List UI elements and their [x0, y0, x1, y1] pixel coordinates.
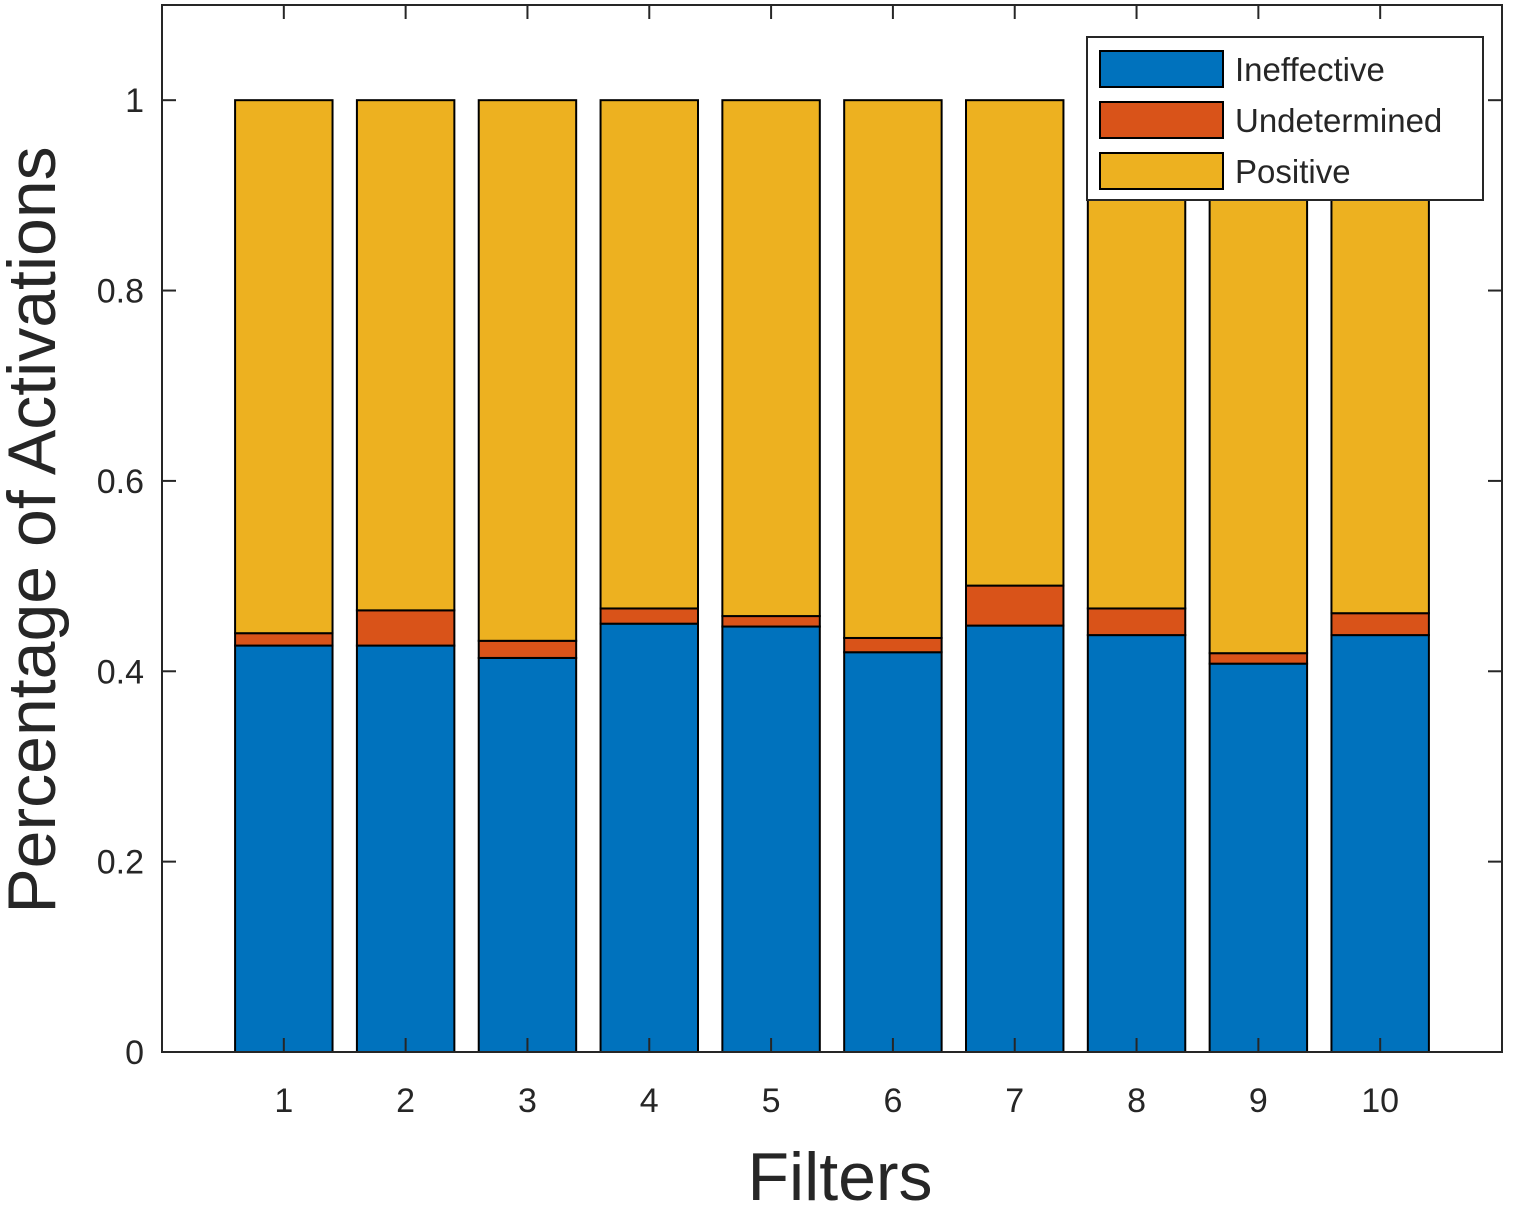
legend: Ineffective Undetermined Positive: [1086, 36, 1484, 201]
x-tick-label-1: 1: [274, 1082, 293, 1120]
bar-undetermined-filter-4: [599, 607, 699, 625]
y-axis-title: Percentage of Activations: [0, 146, 70, 913]
bar-positive-filter-4: [599, 99, 699, 610]
bar-positive-filter-7: [965, 99, 1065, 587]
x-tick-label-6: 6: [883, 1082, 902, 1120]
bar-ineffective-filter-7: [965, 624, 1065, 1054]
bar-ineffective-filter-9: [1208, 662, 1309, 1053]
bar-undetermined-filter-1: [234, 632, 334, 647]
bar-positive-filter-3: [477, 99, 578, 642]
bar-positive-filter-2: [355, 99, 456, 612]
ticks-layer: 0 0.2 0.4 0.6 0.8 1 1 2 3 4 5 6 7 8 9 10: [97, 5, 1502, 1120]
bar-ineffective-filter-10: [1330, 634, 1430, 1053]
bar-undetermined-filter-2: [355, 609, 456, 647]
x-tick-label-8: 8: [1127, 1082, 1146, 1120]
bar-undetermined-filter-8: [1086, 607, 1187, 637]
legend-label-ineffective: Ineffective: [1235, 51, 1385, 88]
plot-area-frame: [161, 4, 1503, 1053]
bar-positive-filter-1: [234, 99, 334, 635]
bar-ineffective-filter-6: [843, 651, 943, 1053]
bar-undetermined-filter-6: [843, 636, 943, 654]
bar-positive-filter-5: [721, 99, 821, 618]
x-tick-label-7: 7: [1005, 1082, 1024, 1120]
x-tick-label-5: 5: [762, 1082, 781, 1120]
y-tick-label-0.2: 0.2: [97, 844, 144, 882]
x-axis-title: Filters: [747, 1139, 932, 1205]
y-tick-label-0.6: 0.6: [97, 463, 144, 501]
y-tick-label-1: 1: [125, 82, 144, 120]
x-tick-label-2: 2: [396, 1082, 415, 1120]
legend-label-positive: Positive: [1235, 153, 1351, 190]
bar-ineffective-filter-8: [1086, 634, 1187, 1053]
axes-layer: [161, 4, 1503, 1053]
bar-ineffective-filter-2: [355, 644, 456, 1053]
bar-ineffective-filter-1: [234, 644, 334, 1053]
legend-swatch-positive: [1099, 152, 1224, 190]
bar-undetermined-filter-9: [1208, 652, 1309, 665]
bar-ineffective-filter-4: [599, 622, 699, 1053]
bar-ineffective-filter-3: [477, 656, 578, 1053]
x-tick-label-3: 3: [518, 1082, 537, 1120]
legend-swatch-undetermined: [1099, 101, 1224, 139]
bar-undetermined-filter-5: [721, 615, 821, 628]
x-tick-label-10: 10: [1361, 1082, 1399, 1120]
x-tick-label-9: 9: [1249, 1082, 1268, 1120]
bar-positive-filter-6: [843, 99, 943, 639]
bar-undetermined-filter-3: [477, 639, 578, 659]
bar-ineffective-filter-5: [721, 625, 821, 1053]
y-tick-label-0.4: 0.4: [97, 653, 144, 691]
x-tick-label-4: 4: [640, 1082, 659, 1120]
bar-undetermined-filter-7: [965, 584, 1065, 627]
bar-undetermined-filter-10: [1330, 612, 1430, 637]
y-tick-label-0.8: 0.8: [97, 273, 144, 311]
y-tick-label-0: 0: [125, 1034, 144, 1072]
legend-swatch-ineffective: [1099, 50, 1224, 88]
legend-label-undetermined: Undetermined: [1235, 102, 1442, 139]
